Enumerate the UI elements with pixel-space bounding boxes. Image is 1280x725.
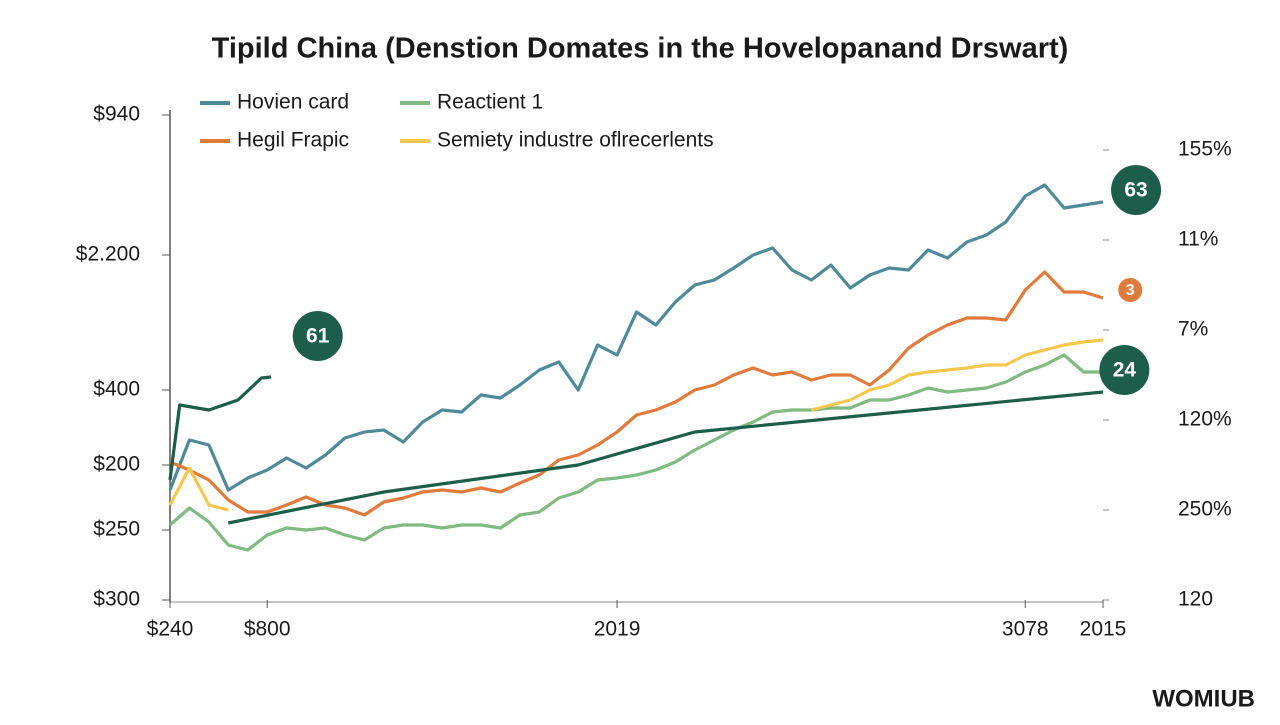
y2-tick-label: 155% <box>1178 138 1232 161</box>
annotation-label: 63 <box>1124 179 1147 202</box>
series-line <box>168 375 272 481</box>
annotation-bubble <box>1118 278 1143 302</box>
y-tick-label: $300 <box>93 588 140 611</box>
x-tick-label: 3078 <box>1002 618 1049 641</box>
y2-tick-label: 120% <box>1178 408 1232 431</box>
legend-label: Hovien card <box>237 91 349 114</box>
y-tick-label: $2.200 <box>76 243 140 266</box>
y-tick-label: $940 <box>93 103 140 126</box>
y-tick-label: $400 <box>93 378 140 401</box>
annotation-label: 24 <box>1113 359 1137 382</box>
y2-tick-label: 120 <box>1178 588 1213 611</box>
x-tick-label: $240 <box>147 618 194 641</box>
y2-tick-label: 7% <box>1178 318 1208 341</box>
y2-tick-label: 250% <box>1178 498 1232 521</box>
x-tick-label: 2019 <box>594 618 641 641</box>
annotation-label: 61 <box>306 325 330 348</box>
series-line <box>168 183 1104 492</box>
chart-title: Tipild China (Denstion Domates in the Ho… <box>212 33 1069 65</box>
y-tick-label: $200 <box>93 453 140 476</box>
series-line <box>168 353 1103 552</box>
annotation-bubble <box>292 311 343 361</box>
annotation-label: 3 <box>1126 282 1135 299</box>
x-tick-label: 2015 <box>1080 618 1127 641</box>
y-tick-label: $250 <box>93 518 140 541</box>
series-line <box>168 338 1104 512</box>
series-line <box>169 270 1104 517</box>
series-line <box>227 390 1104 525</box>
legend-label: Reactient 1 <box>437 91 543 114</box>
legend-label: Hegil Frapic <box>237 129 349 152</box>
x-tick-label: $800 <box>244 618 291 641</box>
legend-label: Semiety industre oflrecerlents <box>437 129 714 152</box>
annotation-bubble <box>1111 165 1162 215</box>
y2-tick-label: 11% <box>1178 228 1218 251</box>
annotation-bubble <box>1099 345 1150 395</box>
watermark: WOMIUB <box>1152 685 1255 712</box>
